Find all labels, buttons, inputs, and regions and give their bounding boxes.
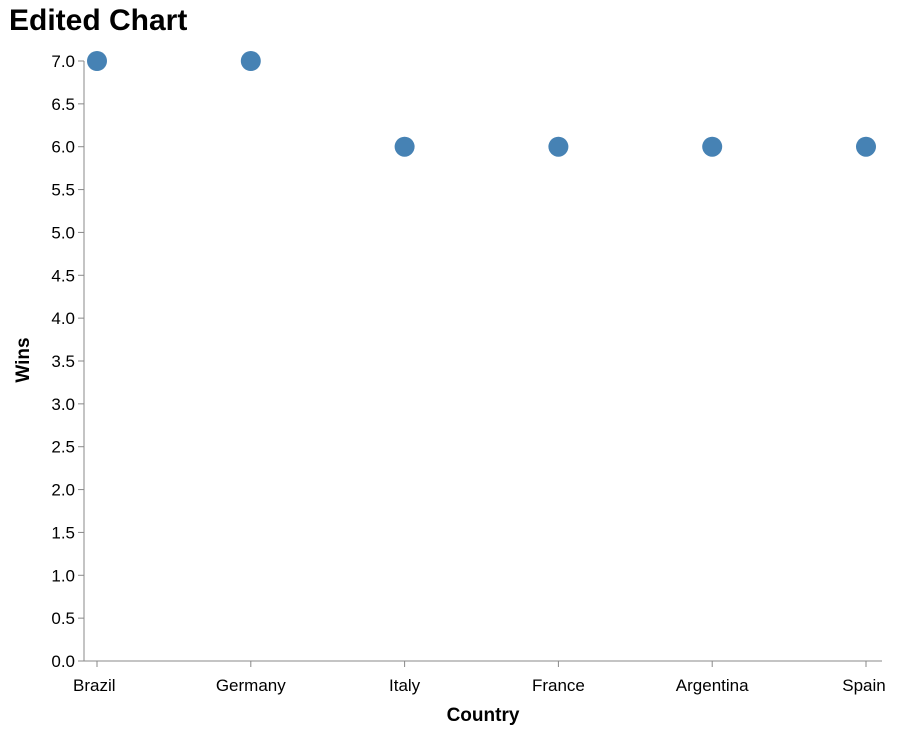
data-point-germany	[240, 51, 261, 71]
y-tick-label: 1.5	[51, 523, 75, 542]
y-tick-label: 0.5	[51, 609, 75, 628]
x-tick-label: Italy	[389, 676, 421, 695]
data-point-italy	[394, 136, 415, 157]
y-tick-label: 2.5	[51, 438, 75, 457]
y-tick-label: 1.0	[51, 566, 75, 585]
data-point-brazil	[87, 51, 107, 71]
data-point-france	[548, 136, 569, 157]
data-points	[87, 51, 876, 157]
y-tick-label: 2.0	[51, 481, 75, 500]
y-tick-label: 6.0	[51, 138, 75, 157]
y-tick-label: 4.0	[51, 309, 75, 328]
x-tick-label: Brazil	[73, 676, 116, 695]
y-tick-label: 3.5	[51, 352, 75, 371]
x-tick-label: Germany	[216, 676, 286, 695]
x-tick-label: Argentina	[676, 676, 749, 695]
chart-title: Edited Chart	[9, 4, 188, 37]
x-axis-title: Country	[447, 705, 520, 726]
y-tick-label: 5.0	[51, 223, 75, 242]
y-tick-label: 7.0	[51, 52, 75, 71]
y-tick-label: 4.5	[51, 266, 75, 285]
x-axis: Brazil Germany Italy France Argentina Spain	[73, 660, 886, 695]
y-tick-label: 3.0	[51, 395, 75, 414]
y-axis-title: Wins	[13, 337, 34, 382]
y-axis: 0.0 0.5 1.0 1.5 2.0 2.5 3.0 3.5 4.0 4.5 5.0 5.5 6.0 6…	[51, 52, 85, 671]
y-tick-label: 5.5	[51, 181, 75, 200]
data-point-spain	[856, 136, 876, 157]
y-tick-label: 6.5	[51, 95, 75, 114]
x-tick-label: France	[532, 676, 585, 695]
x-tick-label: Spain	[842, 676, 885, 695]
data-point-argentina	[702, 136, 723, 157]
y-tick-label: 0.0	[51, 652, 75, 671]
